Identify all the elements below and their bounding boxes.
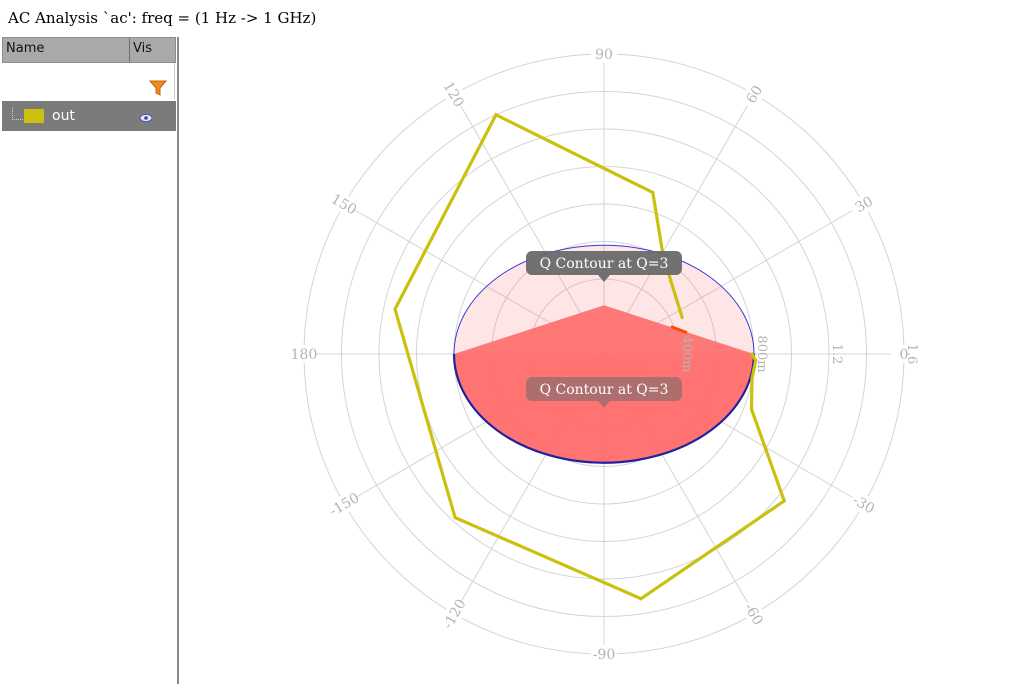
radial-tick-label: 400m: [679, 335, 694, 372]
angle-tick-label: 30: [853, 193, 876, 216]
tooltip-box: [526, 377, 682, 401]
q-contour-tooltip-upper: Q Contour at Q=3: [526, 251, 682, 282]
legend-header: Name Vis: [2, 37, 176, 63]
angle-tick-label: -120: [440, 597, 470, 632]
angle-label-bg: [891, 345, 917, 363]
data-point: [453, 516, 457, 520]
panel-splitter[interactable]: [177, 37, 179, 684]
angle-tick-label: 90: [595, 47, 613, 63]
angle-tick-label: 120: [440, 79, 467, 110]
angle-label-bg: [439, 598, 469, 630]
angle-label-bg: [739, 78, 769, 110]
angle-label-bg: [591, 645, 617, 663]
grid-spoke: [453, 93, 605, 355]
signal-row-out[interactable]: out: [2, 101, 176, 131]
angle-tick-label: 0: [900, 347, 909, 363]
tooltip-pointer: [598, 401, 610, 408]
data-point: [393, 307, 397, 311]
q-contour-upper-arc: [453, 244, 755, 355]
tree-connector: [12, 107, 23, 120]
data-point: [750, 352, 754, 356]
grid-spoke: [603, 93, 755, 355]
plot-title: AC Analysis `ac': freq = (1 Hz -> 1 GHz): [8, 9, 317, 27]
filter-icon[interactable]: [148, 79, 168, 101]
radial-tick-label: 800m: [754, 335, 769, 372]
column-divider[interactable]: [129, 38, 130, 62]
tooltip-box: [526, 251, 682, 275]
column-header-name[interactable]: Name: [6, 41, 45, 56]
q-contour-sector: [454, 305, 754, 354]
angle-label-bg: [848, 489, 880, 519]
radial-tick-label: 1.6: [904, 344, 919, 365]
data-point: [754, 358, 758, 362]
q-contour-tooltip-lower: Q Contour at Q=3: [526, 377, 682, 408]
angle-label-bg: [439, 78, 469, 110]
q-contour-lower-fill: [454, 354, 754, 463]
filter-row: [2, 63, 175, 99]
signal-color-swatch: [24, 109, 44, 123]
angle-label-bg: [848, 189, 880, 219]
angle-tick-label: 180: [291, 347, 318, 363]
data-point: [749, 407, 754, 411]
data-point: [680, 315, 684, 320]
tooltip-text: Q Contour at Q=3: [540, 382, 669, 398]
data-point: [651, 190, 655, 195]
radial-tick-label: 1.2: [829, 344, 844, 365]
angle-tick-label: 150: [328, 191, 359, 218]
data-point: [782, 499, 786, 503]
angle-tick-label: 60: [743, 83, 766, 106]
signal-name: out: [52, 108, 75, 124]
angle-label-bg: [328, 489, 360, 519]
angle-tick-label: -150: [327, 490, 362, 520]
tooltip-text: Q Contour at Q=3: [540, 256, 669, 272]
signal-legend-panel: Name Vis out: [2, 37, 176, 682]
cursor-marker: [670, 325, 688, 335]
angle-label-bg: [591, 45, 617, 63]
angle-label-bg: [291, 345, 317, 363]
angle-label-bg: [328, 189, 360, 219]
q-contour-lower-arc: [452, 353, 756, 464]
data-point: [494, 113, 498, 117]
series-line-out: [393, 112, 787, 601]
angle-tick-label: -90: [593, 647, 616, 663]
eye-icon[interactable]: [139, 109, 153, 128]
data-point: [750, 376, 754, 381]
tooltip-pointer: [598, 275, 610, 282]
angle-label-bg: [739, 598, 769, 630]
data-point: [639, 597, 643, 601]
column-header-vis[interactable]: Vis: [133, 41, 152, 56]
